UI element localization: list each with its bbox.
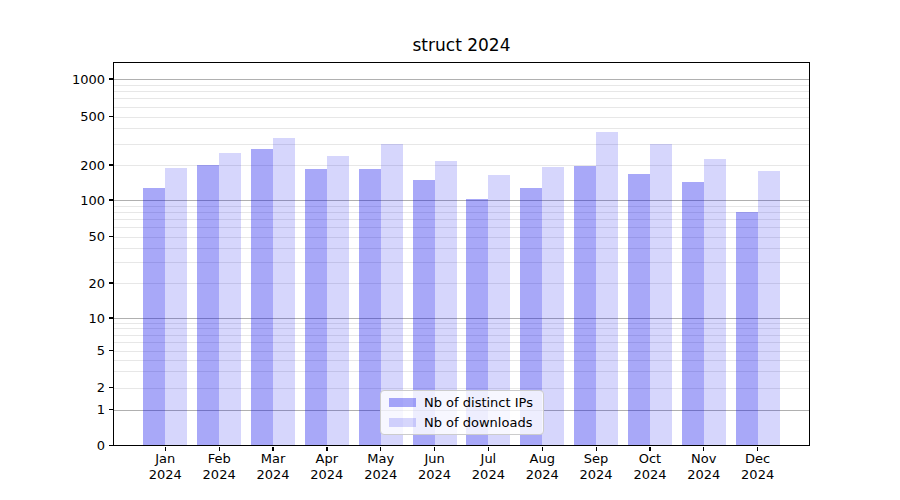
x-tick-mark	[542, 447, 543, 451]
x-tick-mark	[703, 447, 704, 451]
y-tick-mark	[109, 387, 113, 388]
bar-distinct-ips-nov	[682, 182, 704, 445]
y-tick-label: 10	[0, 311, 105, 326]
gridline-minor	[113, 107, 810, 108]
gridline-minor	[113, 98, 810, 99]
x-tick-month: Dec	[726, 451, 790, 467]
legend-item-distinct-ips: Nb of distinct IPs	[389, 395, 535, 410]
bar-downloads-sep	[596, 132, 618, 445]
gridline-minor	[113, 91, 810, 92]
bar-downloads-oct	[650, 144, 672, 445]
x-tick-mark	[596, 447, 597, 451]
bar-downloads-aug	[542, 167, 564, 445]
x-tick-mark	[434, 447, 435, 451]
x-tick-label-dec: Dec2024	[726, 451, 790, 483]
y-tick-mark	[109, 350, 113, 351]
y-tick-label: 0	[0, 438, 105, 453]
y-tick-label: 1	[0, 402, 105, 417]
y-tick-label: 50	[0, 229, 105, 244]
y-tick-label: 500	[0, 109, 105, 124]
bar-downloads-nov	[704, 159, 726, 445]
y-tick-label: 2	[0, 380, 105, 395]
y-tick-mark	[109, 236, 113, 237]
y-tick-label: 5	[0, 343, 105, 358]
x-tick-year: 2024	[726, 467, 790, 483]
bar-downloads-feb	[219, 153, 241, 445]
y-tick-mark	[109, 116, 113, 117]
bar-distinct-ips-sep	[574, 166, 596, 446]
x-tick-mark	[488, 447, 489, 451]
x-tick-mark	[272, 447, 273, 451]
legend-swatch-distinct-ips	[389, 398, 416, 407]
gridline-minor	[113, 85, 810, 86]
bar-downloads-apr	[327, 156, 349, 445]
legend-label-downloads: Nb of downloads	[424, 415, 532, 430]
bar-distinct-ips-apr	[305, 169, 327, 445]
bar-distinct-ips-may	[359, 169, 381, 446]
gridline-minor	[113, 144, 810, 145]
plot-area	[113, 62, 810, 446]
x-tick-mark	[757, 447, 758, 451]
chart-figure: struct 2024 Nb of distinct IPs Nb of dow…	[0, 0, 900, 500]
bar-distinct-ips-mar	[251, 149, 273, 446]
y-tick-label: 1000	[0, 72, 105, 87]
y-tick-label: 200	[0, 158, 105, 173]
legend-label-distinct-ips: Nb of distinct IPs	[424, 395, 533, 410]
legend-swatch-downloads	[389, 418, 416, 427]
x-tick-mark	[649, 447, 650, 451]
y-tick-label: 20	[0, 276, 105, 291]
gridline-major	[113, 79, 810, 80]
bar-distinct-ips-jan	[143, 188, 165, 445]
gridline-minor	[113, 128, 810, 129]
chart-title: struct 2024	[113, 35, 810, 57]
y-tick-mark	[109, 78, 113, 79]
gridline-minor	[113, 117, 810, 118]
y-tick-mark	[109, 199, 113, 200]
legend: Nb of distinct IPs Nb of downloads	[380, 390, 544, 435]
y-tick-mark	[109, 445, 113, 446]
legend-item-downloads: Nb of downloads	[389, 415, 535, 430]
bar-distinct-ips-dec	[736, 212, 758, 445]
y-tick-mark	[109, 164, 113, 165]
bar-distinct-ips-feb	[197, 165, 219, 446]
y-tick-mark	[109, 317, 113, 318]
bar-downloads-jan	[165, 168, 187, 446]
y-tick-mark	[109, 282, 113, 283]
bar-downloads-mar	[273, 138, 295, 445]
y-tick-mark	[109, 409, 113, 410]
bar-downloads-dec	[758, 171, 780, 446]
x-tick-mark	[165, 447, 166, 451]
x-tick-mark	[380, 447, 381, 451]
x-tick-mark	[326, 447, 327, 451]
bar-distinct-ips-oct	[628, 174, 650, 445]
x-tick-mark	[219, 447, 220, 451]
y-tick-label: 100	[0, 193, 105, 208]
